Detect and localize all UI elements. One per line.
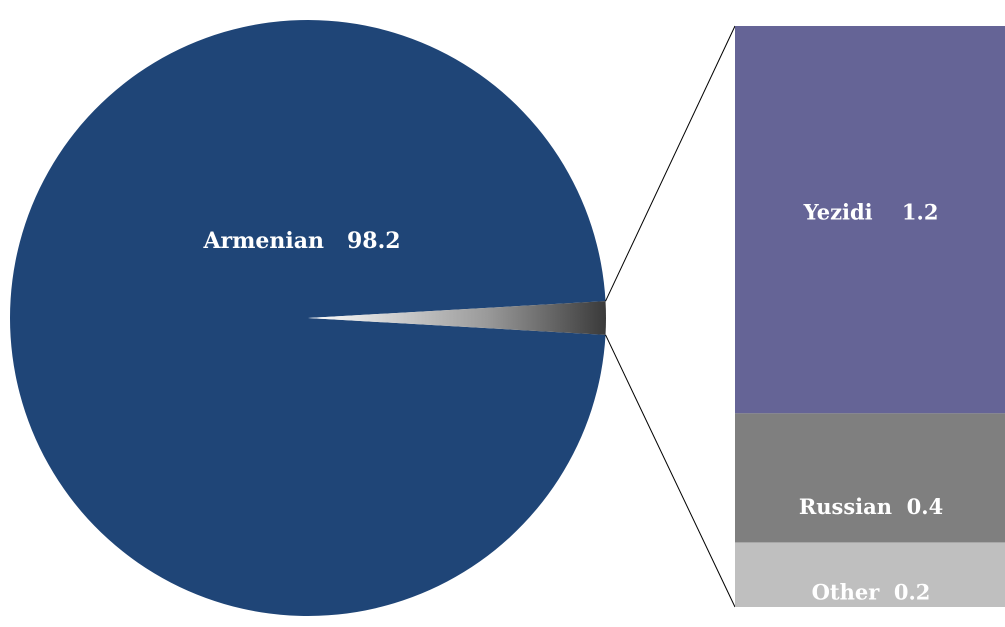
pie-label-armenian: Armenian 98.2 [202, 228, 400, 254]
bar-segment-other [735, 542, 1005, 607]
data-labels: Armenian 98.2 Yezidi 1.2 Russian 0.4 Other … [202, 200, 943, 605]
connector-line-top [605, 25, 736, 302]
bar-label-russian: Russian 0.4 [799, 494, 943, 519]
bar-segment-yezidi [735, 26, 1005, 414]
connector-lines [605, 25, 736, 608]
bar-label-other: Other 0.2 [812, 579, 931, 604]
pie-slice-armenian [9, 19, 606, 616]
bar-label-yezidi: Yezidi 1.2 [803, 200, 939, 225]
connector-line-bottom [605, 334, 736, 608]
pie-slice-other-groups [308, 301, 606, 335]
stacked-bar [735, 26, 1005, 607]
pie [9, 19, 606, 616]
bar-segment-russian [735, 413, 1005, 543]
